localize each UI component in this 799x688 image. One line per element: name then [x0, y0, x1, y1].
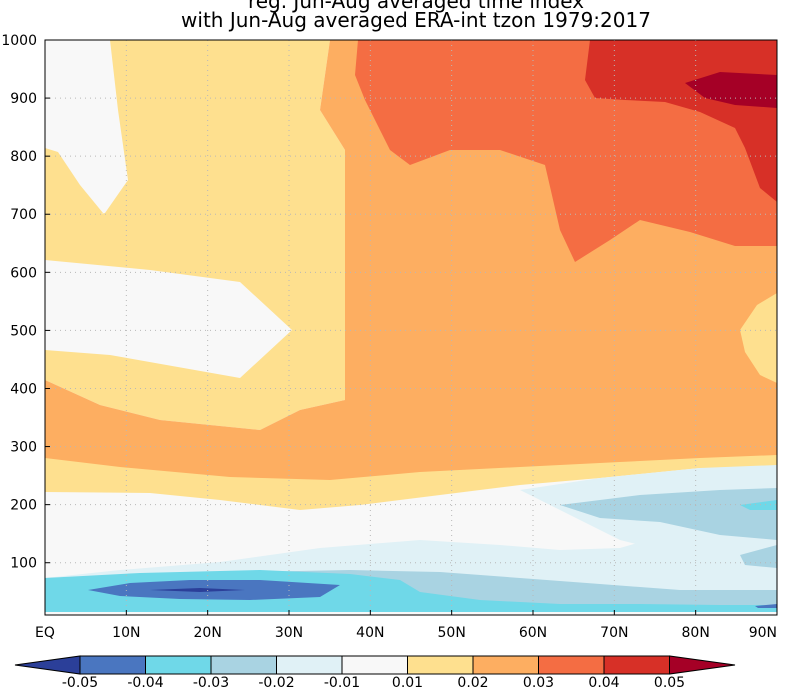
colorbar-segment: [341, 655, 408, 675]
field-above-0.05: [685, 72, 777, 108]
y-tick-label: 400: [10, 381, 37, 397]
field-0.01-0.02-upper-band: [45, 452, 777, 510]
colorbar-label: -0.03: [193, 675, 229, 688]
colorbar-label: -0.04: [127, 675, 163, 688]
plot-frame: [44, 39, 778, 616]
colorbar-segment: [276, 655, 343, 675]
y-tick-label: 1000: [1, 33, 37, 49]
colorbar-segment: [407, 655, 474, 675]
y-tick-label: 200: [10, 498, 37, 514]
colorbar-label: 0.04: [588, 675, 619, 688]
x-tick-label: 60N: [519, 625, 547, 641]
colorbar-segment: [210, 655, 277, 675]
chart-title-line2: with Jun-Aug averaged ERA-int tzon 1979:…: [181, 8, 651, 32]
x-tick-label: 90N: [749, 625, 777, 641]
x-tick-label: 20N: [194, 625, 222, 641]
field-0.01-0.02-eq-patch: [45, 148, 103, 228]
colorbar: -0.05 -0.04 -0.03 -0.02 -0.01 0.01 0.02 0.03 0.0…: [14, 655, 736, 688]
y-tick-label: 800: [10, 149, 37, 165]
chart-title-line1: reg. Jun-Aug averaged time index: [248, 0, 584, 13]
colorbar-label: -0.05: [62, 675, 98, 688]
x-tick-label: EQ: [35, 625, 55, 641]
y-tick-label: 900: [10, 91, 37, 107]
colorbar-segment: [472, 655, 539, 675]
colorbar-segment: [538, 655, 605, 675]
field-0.01-0.02-lower-trop: [45, 40, 345, 430]
field-neg-0.04-arctic: [755, 604, 777, 608]
x-axis: EQ 10N 20N 30N 40N 50N 60N 70N 80N 90N: [35, 610, 778, 641]
colorbar-low-extension: [14, 655, 81, 675]
colorbar-label: 0.02: [457, 675, 488, 688]
x-tick-label: 80N: [682, 625, 710, 641]
colorbar-label: 0.01: [392, 675, 423, 688]
colorbar-label: 0.03: [523, 675, 554, 688]
colorbar-label: -0.02: [258, 675, 294, 688]
gridlines: [45, 40, 777, 615]
field-0.01-0.02-arctic-patch: [740, 293, 777, 383]
x-tick-label: 10N: [112, 625, 140, 641]
x-tick-label: 50N: [438, 625, 466, 641]
colorbar-label: -0.01: [324, 675, 360, 688]
field-neg-0.02-arctic-b: [740, 545, 777, 568]
y-tick-label: 300: [10, 440, 37, 456]
y-axis: 1000 900 800 700 600 500 400 300 200 100: [1, 33, 50, 572]
colorbar-label: 0.05: [654, 675, 685, 688]
x-tick-label: 40N: [356, 625, 384, 641]
colorbar-segment: [145, 655, 212, 675]
x-tick-label: 30N: [275, 625, 303, 641]
colorbar-high-extension: [669, 655, 736, 675]
plot-area: [45, 40, 777, 615]
y-tick-label: 500: [10, 323, 37, 339]
field-neg-0.03-arctic-a: [740, 500, 777, 510]
y-tick-label: 600: [10, 265, 37, 281]
colorbar-segment: [603, 655, 670, 675]
field-below-neg-0.04: [150, 588, 245, 592]
x-tick-label: 70N: [600, 625, 628, 641]
y-tick-label: 100: [10, 556, 37, 572]
colorbar-segment: [79, 655, 146, 675]
y-tick-label: 700: [10, 207, 37, 223]
